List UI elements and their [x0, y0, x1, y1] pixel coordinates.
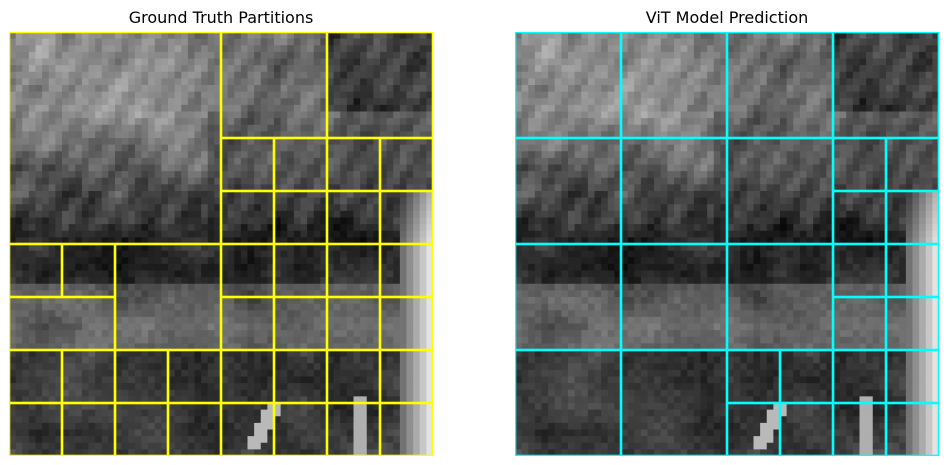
partition-block [379, 296, 433, 351]
partition-block [832, 296, 887, 351]
partition-block [620, 137, 728, 245]
partition-block [832, 32, 939, 139]
partition-block [9, 402, 63, 456]
partition-block [885, 296, 939, 351]
partition-block [220, 402, 275, 456]
partition-block [779, 349, 834, 404]
partition-block [326, 190, 381, 245]
partition-block [220, 349, 275, 404]
partition-block [167, 402, 222, 456]
image-pixels [9, 32, 433, 456]
ground-truth-image [9, 32, 433, 456]
partition-block [273, 190, 328, 245]
partition-block [779, 402, 834, 456]
panel-title: ViT Model Prediction [645, 8, 809, 27]
partition-block [832, 137, 887, 192]
partition-block [620, 349, 728, 456]
partition-block [326, 349, 381, 404]
partition-block [379, 349, 433, 404]
partition-block [9, 349, 63, 404]
partition-block [220, 32, 328, 139]
partition-block [326, 296, 381, 351]
partition-block [726, 137, 834, 245]
partition-block [832, 243, 887, 298]
partition-block [273, 296, 328, 351]
partition-block [885, 137, 939, 192]
partition-block [326, 32, 433, 139]
partition-block [515, 243, 622, 351]
partition-block [61, 402, 116, 456]
partition-block [620, 32, 728, 139]
partition-block [61, 243, 116, 298]
partition-block [114, 349, 169, 404]
vit-prediction-image [515, 32, 939, 456]
partition-block [167, 349, 222, 404]
partition-block [326, 402, 381, 456]
partition-block [379, 243, 433, 298]
vit-prediction-panel: ViT Model Prediction [515, 0, 939, 465]
partition-block [220, 296, 275, 351]
partition-block [885, 190, 939, 245]
partition-block [379, 137, 433, 192]
partition-block [9, 296, 116, 351]
partition-block [61, 349, 116, 404]
partition-block [515, 349, 622, 456]
partition-block [9, 32, 222, 245]
partition-block [326, 243, 381, 298]
partition-block [885, 402, 939, 456]
panel-title: Ground Truth Partitions [128, 8, 314, 27]
partition-block [114, 243, 222, 351]
partition-block [726, 349, 781, 404]
partition-block [273, 137, 328, 192]
partition-block [832, 349, 887, 404]
partition-block [220, 243, 275, 298]
ground-truth-panel: Ground Truth Partitions [9, 0, 433, 465]
partition-block [114, 402, 169, 456]
partition-block [515, 137, 622, 245]
partition-block [515, 32, 622, 139]
partition-block [273, 402, 328, 456]
partition-block [9, 243, 63, 298]
partition-block [726, 402, 781, 456]
partition-block [379, 402, 433, 456]
partition-block [220, 190, 275, 245]
partition-block [885, 349, 939, 404]
partition-block [620, 243, 728, 351]
partition-block [273, 349, 328, 404]
partition-block [832, 402, 887, 456]
partition-block [273, 243, 328, 298]
partition-block [885, 243, 939, 298]
partition-block [379, 190, 433, 245]
partition-block [220, 137, 275, 192]
partition-block [832, 190, 887, 245]
partition-block [726, 243, 834, 351]
image-pixels [515, 32, 939, 456]
partition-block [726, 32, 834, 139]
partition-block [326, 137, 381, 192]
